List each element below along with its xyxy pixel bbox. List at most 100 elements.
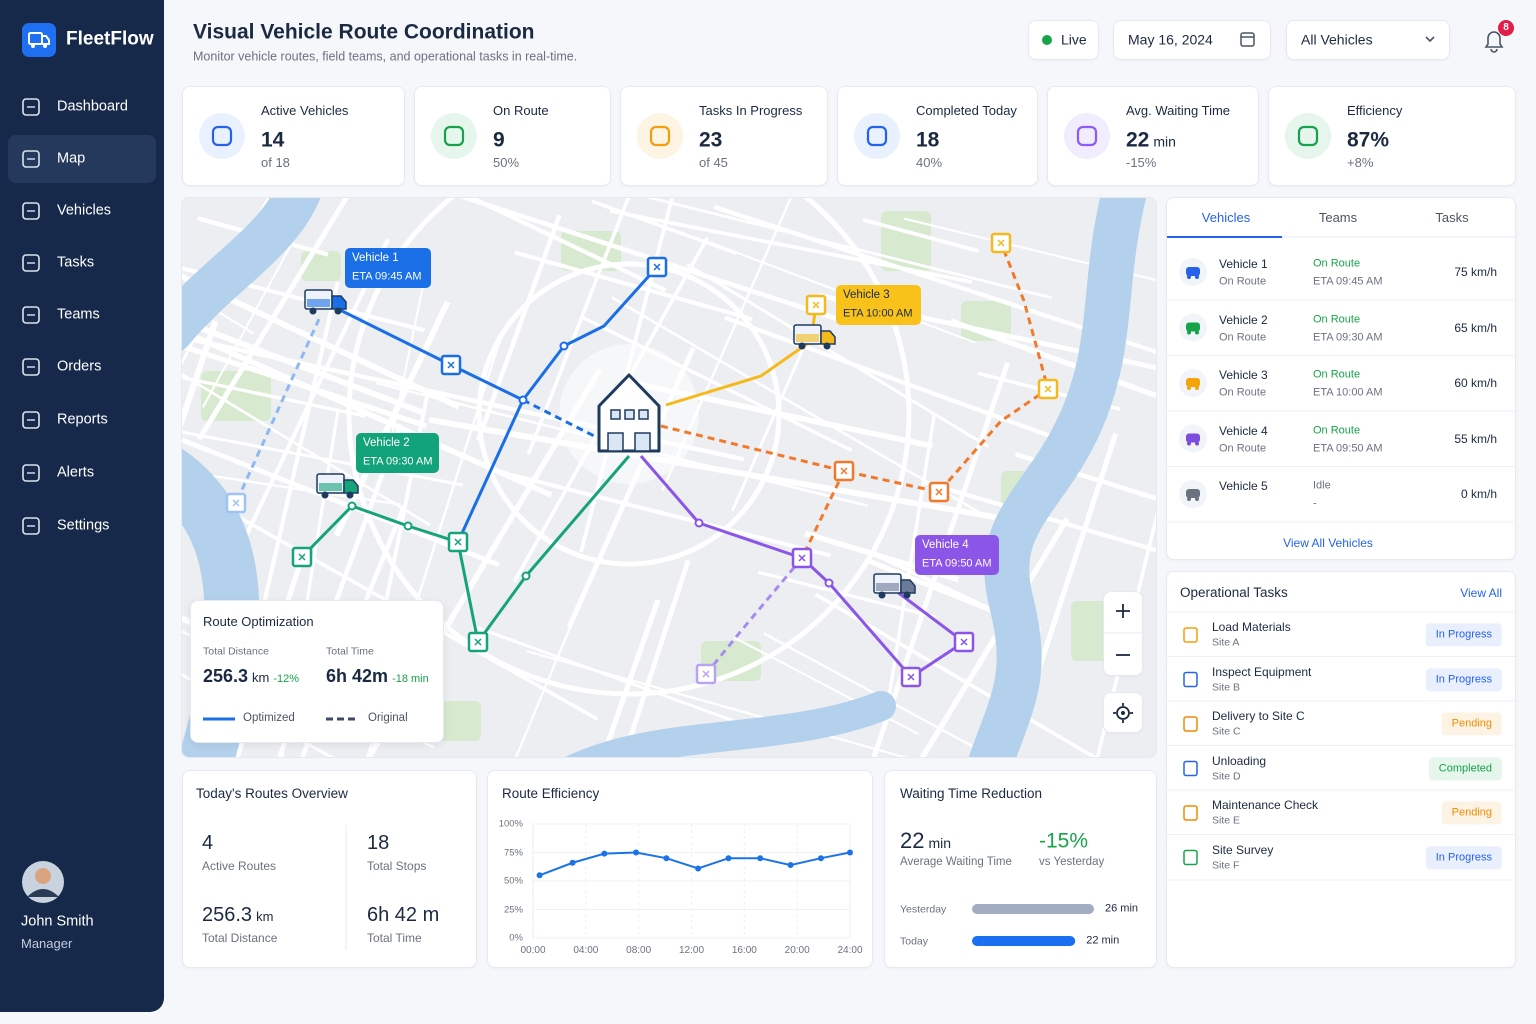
- callout-vehicle: Vehicle 4: [922, 539, 969, 552]
- stat-label: On Route: [493, 103, 549, 119]
- tab[interactable]: Vehicles: [1201, 210, 1251, 226]
- stat-value: 23: [699, 128, 723, 152]
- map: [181, 197, 1157, 758]
- view-all-vehicles[interactable]: View All Vehicles: [1283, 535, 1373, 550]
- bar-value-label: 22 min: [1086, 934, 1120, 947]
- truck-wheel: [309, 307, 317, 315]
- vehicle-callout: [345, 248, 431, 288]
- overview-value: 6h 42 m: [367, 904, 440, 926]
- route: [325, 265, 659, 402]
- route: [800, 470, 846, 559]
- filter-label[interactable]: All Vehicles: [1301, 31, 1373, 48]
- nav-item[interactable]: Teams: [57, 306, 100, 323]
- map-canvas[interactable]: [182, 198, 1157, 758]
- vehicle-filter: [1286, 20, 1450, 60]
- stop-mark: [840, 467, 848, 475]
- vehicle-state: On Route: [1219, 441, 1267, 454]
- stop-mark: [447, 361, 455, 369]
- waiting-change-label: vs Yesterday: [1039, 856, 1105, 869]
- overview-value: 256.3: [202, 904, 253, 926]
- road: [182, 437, 500, 568]
- road: [182, 343, 428, 429]
- road: [182, 372, 431, 527]
- nav-item[interactable]: Dashboard: [57, 98, 128, 115]
- road: [923, 480, 1156, 553]
- route-node: [559, 341, 569, 351]
- vehicles-panel: [1166, 197, 1516, 560]
- waiting-time: [884, 770, 1157, 968]
- y-tick-label: 50%: [503, 875, 523, 887]
- road: [384, 263, 429, 465]
- truck-cab: [343, 479, 359, 494]
- tab[interactable]: Teams: [1318, 210, 1358, 226]
- zoom-controls: [1103, 591, 1143, 676]
- route: [665, 304, 818, 407]
- text-group: 22 min: [900, 828, 951, 854]
- route: [522, 398, 605, 443]
- task-status: Completed: [1428, 756, 1502, 781]
- depot-door: [634, 432, 651, 452]
- date-label[interactable]: May 16, 2024: [1128, 31, 1213, 48]
- road: [871, 362, 1010, 757]
- x-tick-label: 00:00: [520, 945, 546, 956]
- nav-item[interactable]: Map: [57, 150, 86, 167]
- chart-title: Route Efficiency: [502, 785, 600, 801]
- vehicle-speed: 75 km/h: [1454, 264, 1497, 279]
- vehicle-speed: 65 km/h: [1454, 320, 1497, 335]
- stat-label: Tasks In Progress: [699, 103, 803, 119]
- stop-mark: [653, 263, 661, 271]
- view-all-tasks[interactable]: View All: [1460, 585, 1502, 600]
- page-subtitle: Monitor vehicle routes, field teams, and…: [193, 49, 578, 64]
- legend-label: Optimized: [243, 712, 295, 725]
- nav-item[interactable]: Orders: [57, 358, 102, 375]
- x-tick-label: 16:00: [731, 945, 757, 956]
- nav-item[interactable]: Reports: [57, 411, 108, 428]
- nav-item[interactable]: Settings: [57, 517, 110, 534]
- road: [182, 327, 553, 498]
- overview-label: Total Distance: [202, 930, 278, 945]
- depot-window: [610, 409, 621, 420]
- road: [376, 391, 430, 640]
- tab[interactable]: Tasks: [1435, 210, 1469, 226]
- truck-cab: [900, 579, 916, 594]
- vehicle-eta: ETA 09:30 AM: [1313, 330, 1383, 343]
- stop-mark: [907, 673, 915, 681]
- road: [579, 198, 674, 553]
- text-group: 22 min: [1126, 127, 1176, 152]
- road: [903, 217, 1156, 282]
- nav-item[interactable]: Vehicles: [57, 202, 112, 219]
- stop-mark: [935, 488, 943, 496]
- road: [514, 250, 753, 322]
- task-site: Site F: [1212, 859, 1240, 872]
- legend-label: Original: [368, 712, 408, 725]
- overview-label: Active Routes: [202, 858, 277, 873]
- bar-category: Today: [900, 935, 929, 948]
- task-status: In Progress: [1425, 623, 1502, 647]
- callout-eta: ETA 09:50 AM: [922, 557, 992, 570]
- vehicle-name: Vehicle 1: [1219, 256, 1268, 271]
- nav-item[interactable]: Alerts: [57, 464, 95, 481]
- vehicle-name: Vehicle 2: [1219, 312, 1268, 327]
- live-pill: [1028, 20, 1099, 60]
- vehicle-callout: [915, 535, 999, 575]
- route-node: [518, 395, 528, 405]
- y-tick-label: 0%: [509, 932, 523, 944]
- task-status: In Progress: [1425, 667, 1502, 692]
- nav-item[interactable]: Tasks: [57, 254, 95, 271]
- road: [763, 632, 995, 757]
- route-node: [824, 578, 834, 588]
- overview-label: Total Stops: [367, 858, 427, 873]
- stop-mark: [232, 499, 240, 507]
- river: [565, 691, 896, 757]
- road: [182, 273, 461, 410]
- truck-stripe: [319, 483, 342, 491]
- metric-unit: km: [252, 670, 270, 686]
- task-status: In Progress: [1425, 845, 1502, 870]
- stat-sub: 40%: [916, 155, 943, 171]
- card-title: Today's Routes Overview: [196, 785, 348, 801]
- x-tick-label: 08:00: [626, 945, 652, 956]
- task-site: Site B: [1212, 681, 1241, 694]
- road: [862, 217, 980, 253]
- truck-cab: [820, 330, 836, 345]
- callout-eta: ETA 10:00 AM: [843, 307, 913, 320]
